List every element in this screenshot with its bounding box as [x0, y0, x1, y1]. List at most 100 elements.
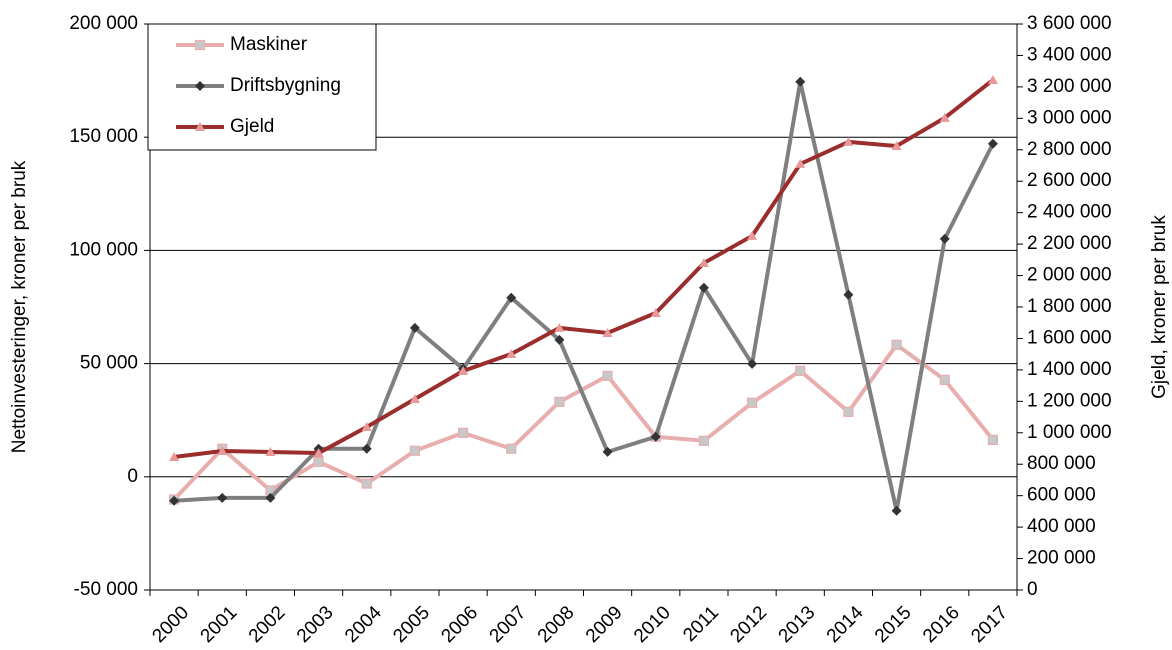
x-tick-label: 2000 [148, 602, 193, 647]
y2-tick-label: 600 000 [1027, 485, 1096, 506]
x-tick-label: 2006 [437, 602, 482, 647]
marker [554, 396, 565, 407]
y2-tick-label: 200 000 [1027, 548, 1096, 569]
y2-tick-label: 0 [1027, 579, 1038, 600]
marker [602, 327, 613, 337]
y-tick-label: 50 000 [80, 353, 138, 374]
x-tick-label: 2017 [967, 602, 1012, 647]
marker [987, 138, 998, 149]
marker [195, 122, 205, 131]
marker [795, 365, 806, 376]
y-tick-label: 150 000 [69, 126, 138, 147]
marker [194, 39, 206, 51]
marker [217, 446, 228, 456]
marker [843, 136, 854, 146]
marker [746, 397, 758, 408]
series-line [173, 78, 995, 459]
marker [169, 451, 180, 461]
y2-tick-label: 3 000 000 [1027, 107, 1112, 128]
marker [265, 492, 276, 503]
y-tick-label: -50 000 [74, 579, 138, 600]
x-tick-label: 2015 [871, 602, 916, 647]
marker [457, 427, 469, 438]
y2-tick-label: 1 200 000 [1027, 390, 1112, 411]
marker [265, 446, 276, 456]
marker [554, 334, 565, 345]
legend-label: Driftsbygning [230, 75, 341, 96]
marker [843, 406, 854, 417]
legend-label: Maskiner [230, 34, 308, 55]
marker [939, 374, 950, 386]
marker [795, 158, 806, 168]
marker [650, 307, 661, 317]
marker [891, 505, 902, 516]
marker [409, 445, 421, 456]
marker [195, 81, 205, 91]
x-tick-label: 2011 [679, 602, 723, 646]
y-tick-label: 100 000 [69, 239, 138, 260]
y2-tick-label: 3 400 000 [1027, 44, 1112, 65]
x-tick-label: 2008 [534, 602, 579, 647]
marker [891, 141, 902, 151]
marker [409, 393, 420, 403]
y2-tick-label: 2 400 000 [1027, 202, 1112, 223]
marker [939, 233, 950, 244]
marker [650, 431, 661, 442]
marker [506, 349, 517, 359]
x-tick-label: 2014 [823, 602, 868, 647]
marker [506, 443, 517, 454]
marker [554, 322, 565, 332]
series-line [173, 79, 995, 513]
x-tick-label: 2010 [630, 602, 675, 647]
legend-label: Gjeld [230, 116, 274, 137]
marker [891, 339, 902, 350]
y2-tick-label: 800 000 [1027, 453, 1096, 474]
y-tick-label: 200 000 [69, 13, 138, 34]
x-tick-label: 2016 [919, 602, 964, 647]
y2-tick-label: 2 600 000 [1027, 170, 1112, 191]
y2-tick-label: 2 000 000 [1027, 265, 1112, 286]
marker [409, 322, 420, 333]
marker [987, 74, 998, 84]
marker [313, 456, 324, 467]
x-tick-label: 2012 [726, 602, 771, 647]
marker [939, 112, 950, 122]
x-tick-label: 2004 [341, 602, 386, 647]
y-tick-label: 0 [127, 466, 138, 487]
y2-axis-label: Gjeld, kroner per bruk [1149, 215, 1170, 399]
y-axis-label: Nettoinvesteringer, kroner per bruk [9, 160, 30, 453]
marker [313, 448, 324, 458]
marker [361, 421, 372, 431]
marker [698, 435, 710, 446]
x-tick-label: 2001 [197, 602, 242, 647]
y2-tick-label: 1 400 000 [1027, 359, 1112, 380]
marker [747, 358, 758, 369]
y2-tick-label: 3 600 000 [1027, 13, 1112, 34]
y2-tick-label: 1 000 000 [1027, 422, 1112, 443]
y2-tick-label: 2 800 000 [1027, 139, 1112, 160]
marker [602, 446, 613, 457]
y2-tick-label: 400 000 [1027, 516, 1096, 537]
x-tick-label: 2002 [245, 602, 290, 647]
marker [747, 230, 758, 240]
marker [602, 370, 613, 381]
x-tick-label: 2007 [486, 602, 531, 647]
marker [361, 443, 372, 454]
x-tick-label: 2003 [293, 602, 338, 647]
y2-tick-label: 3 200 000 [1027, 76, 1112, 97]
marker [506, 292, 517, 303]
marker [843, 289, 854, 300]
marker [361, 478, 372, 489]
marker [217, 492, 228, 503]
x-tick-label: 2005 [389, 602, 434, 647]
x-tick-label: 2009 [582, 602, 627, 647]
marker [458, 365, 469, 375]
y2-tick-label: 2 200 000 [1027, 233, 1112, 254]
y2-tick-label: 1 800 000 [1027, 296, 1112, 317]
marker [795, 76, 806, 87]
x-tick-label: 2013 [775, 602, 820, 647]
marker [987, 434, 999, 445]
marker [698, 257, 709, 267]
marker [169, 495, 180, 506]
